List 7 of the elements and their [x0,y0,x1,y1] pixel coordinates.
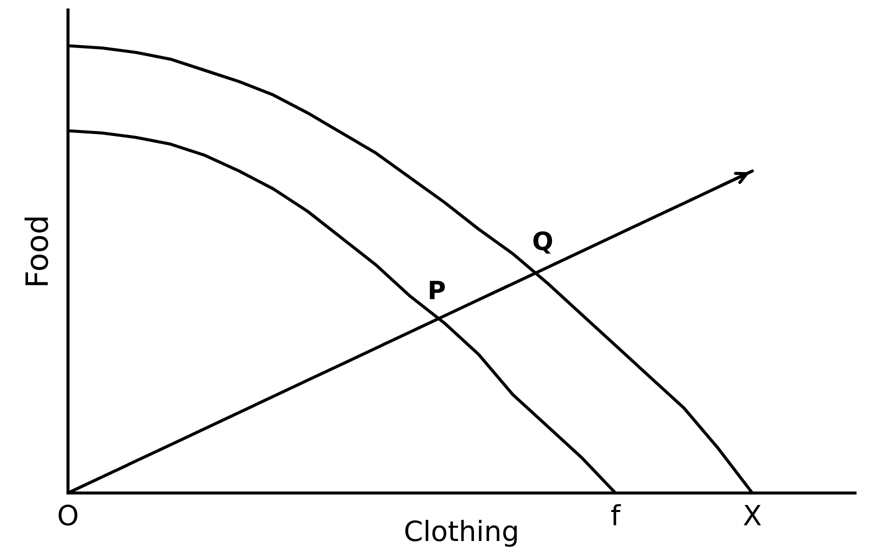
x-tick-label: O [58,504,78,526]
x-axis-title: Clothing [405,520,517,547]
x-tick-label: X [744,504,761,526]
y-axis-title: Food [24,218,48,286]
annotation: P [430,280,445,300]
annotation: Q [533,231,552,254]
x-tick-label: f [611,504,621,526]
